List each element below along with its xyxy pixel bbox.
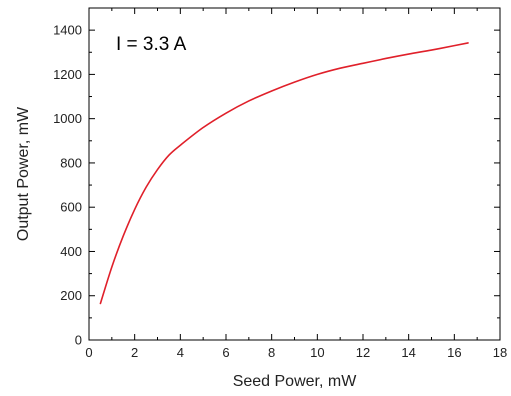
plot-area: 0 2 4 6 8 10 12 14 16 18 0 200 400 600 800 1000 1200 1400 bbox=[53, 7, 507, 360]
x-tick-label: 0 bbox=[85, 345, 92, 360]
y-tick-label: 200 bbox=[60, 288, 82, 303]
x-tick-label: 6 bbox=[222, 345, 229, 360]
y-tick-label: 400 bbox=[60, 244, 82, 259]
y-axis-title: Output Power, mW bbox=[15, 106, 32, 241]
x-tick-label: 16 bbox=[447, 345, 461, 360]
x-tick-label: 2 bbox=[131, 345, 138, 360]
y-tick-label: 600 bbox=[60, 200, 82, 215]
plot-frame bbox=[88, 7, 501, 341]
x-axis-title: Seed Power, mW bbox=[233, 373, 358, 390]
y-tick-label: 1000 bbox=[53, 111, 82, 126]
x-tick-label: 8 bbox=[268, 345, 275, 360]
x-tick-label: 14 bbox=[401, 345, 415, 360]
x-tick-label: 18 bbox=[493, 345, 507, 360]
y-tick-label: 1200 bbox=[53, 67, 82, 82]
x-tick-label: 10 bbox=[310, 345, 324, 360]
x-tick-label: 12 bbox=[356, 345, 370, 360]
x-tick-label: 4 bbox=[177, 345, 184, 360]
annotation-current: I = 3.3 A bbox=[116, 34, 187, 55]
y-tick-label: 1400 bbox=[53, 23, 82, 38]
series-line-0 bbox=[99, 42, 469, 305]
y-tick-label: 800 bbox=[60, 155, 82, 170]
y-tick-label: 0 bbox=[75, 333, 82, 348]
